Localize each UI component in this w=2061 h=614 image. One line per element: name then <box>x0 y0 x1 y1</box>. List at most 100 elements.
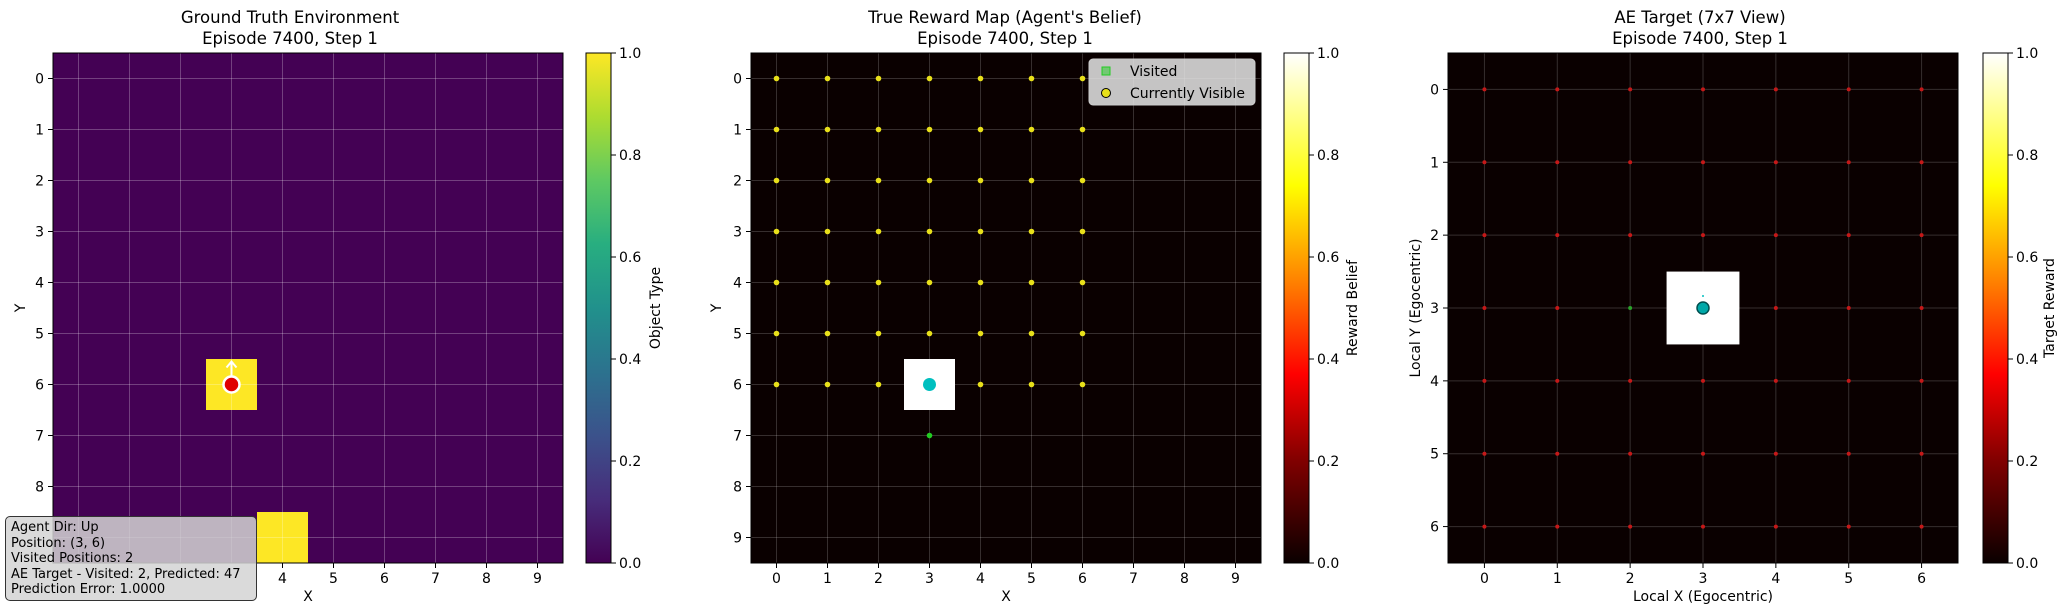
target-marker <box>1628 160 1633 165</box>
visible-marker <box>824 126 831 133</box>
y-tick-label: 8 <box>733 480 742 496</box>
target-marker <box>1555 160 1560 165</box>
panel-ae-target: AE Target (7x7 View) Episode 7400, Step … <box>1408 8 2058 605</box>
visible-marker <box>773 279 780 286</box>
target-marker <box>1555 378 1560 383</box>
x-tick-label: 4 <box>1771 571 1780 587</box>
target-marker <box>1773 160 1778 165</box>
target-marker <box>1555 87 1560 92</box>
visited-marker <box>1628 306 1633 310</box>
colorbar-tick-label: 0.8 <box>619 148 641 164</box>
x-tick-label: 7 <box>431 571 440 587</box>
target-marker <box>1628 451 1633 456</box>
target-marker <box>1482 87 1487 92</box>
visible-marker <box>926 75 933 82</box>
x-tick-label: 1 <box>1553 571 1562 587</box>
target-marker <box>1846 451 1851 456</box>
x-tick-label: 6 <box>1917 571 1926 587</box>
colorbar-tick-label: 0.0 <box>619 556 641 572</box>
visible-marker <box>926 330 933 337</box>
visible-marker <box>875 177 882 184</box>
y-tick-label: 3 <box>35 225 44 241</box>
target-marker <box>1701 451 1705 456</box>
x-tick-label: 2 <box>1626 571 1635 587</box>
visible-marker <box>977 177 984 184</box>
x-tick-label: 8 <box>482 571 491 587</box>
panel-2-colorbar-ticks: 0.0 0.2 0.4 0.6 0.8 1.0 <box>1309 46 1339 572</box>
colorbar-tick-label: 0.4 <box>619 352 641 368</box>
y-tick-label: 6 <box>733 378 742 394</box>
panel-3-title: AE Target (7x7 View) <box>1614 8 1785 27</box>
y-tick-label: 0 <box>733 72 742 88</box>
panel-3-ylabel: Local Y (Egocentric) <box>1408 239 1424 378</box>
colorbar-tick-label: 0.2 <box>1317 454 1339 470</box>
x-tick-label: 0 <box>1480 571 1489 587</box>
panel-2-y-ticks: 0 1 2 3 4 5 6 7 8 9 <box>733 72 751 547</box>
panel-3-subtitle: Episode 7400, Step 1 <box>1612 29 1788 48</box>
agent-marker <box>923 378 936 391</box>
y-tick-label: 6 <box>35 378 44 394</box>
visible-marker <box>875 75 882 82</box>
panel-1-frame <box>52 52 564 564</box>
target-marker <box>1846 378 1851 383</box>
visible-marker <box>977 330 984 337</box>
visible-marker <box>875 126 882 133</box>
target-marker <box>1482 160 1487 165</box>
y-tick-label: 9 <box>733 531 742 547</box>
target-marker <box>1628 233 1633 238</box>
x-tick-label: 9 <box>533 571 542 587</box>
panel-3-x-ticks: 0 1 2 3 4 5 6 <box>1480 563 1926 587</box>
target-marker <box>1919 306 1924 310</box>
visible-marker <box>1028 177 1035 184</box>
agent-marker <box>1696 301 1710 315</box>
y-tick-label: 5 <box>1430 447 1439 463</box>
target-marker <box>1773 451 1778 456</box>
visible-marker <box>977 126 984 133</box>
y-tick-label: 1 <box>733 123 742 139</box>
visible-marker <box>773 126 780 133</box>
y-tick-label: 4 <box>35 276 44 292</box>
panel-1-gridlines <box>53 53 563 563</box>
x-tick-label: 6 <box>380 571 389 587</box>
visible-marker <box>824 330 831 337</box>
target-marker <box>1701 160 1705 165</box>
visible-marker <box>1028 381 1035 388</box>
target-marker <box>1919 87 1924 92</box>
panel-2-background <box>751 53 1261 563</box>
x-tick-label: 4 <box>278 571 287 587</box>
panel-1-ylabel: Y <box>13 303 29 313</box>
target-marker <box>1555 451 1560 456</box>
visible-marker <box>824 177 831 184</box>
panel-1-x-ticks: 4 5 6 7 8 9 <box>278 563 542 587</box>
info-prediction-error: Prediction Error: 1.0000 <box>11 582 166 597</box>
x-tick-label: 4 <box>976 571 985 587</box>
target-marker <box>1773 87 1778 92</box>
info-agent-dir: Agent Dir: Up <box>11 520 99 535</box>
visible-marker <box>1079 177 1086 184</box>
visible-marker <box>875 279 882 286</box>
colorbar-tick-label: 0.0 <box>2016 556 2038 572</box>
panel-2-colorbar <box>1283 52 1310 564</box>
y-tick-label: 1 <box>35 123 44 139</box>
target-marker <box>1846 87 1851 92</box>
visible-marker <box>1028 330 1035 337</box>
visible-marker <box>926 279 933 286</box>
visible-marker <box>1028 75 1035 82</box>
info-position: Position: (3, 6) <box>11 535 106 551</box>
y-tick-label: 4 <box>733 276 742 292</box>
visible-marker <box>824 381 831 388</box>
panel-2-ylabel: Y <box>709 303 725 313</box>
legend-visited-label: Visited <box>1130 64 1177 80</box>
y-tick-label: 4 <box>1430 374 1439 390</box>
visible-marker <box>1079 228 1086 235</box>
visible-marker <box>875 228 882 235</box>
target-marker <box>1773 378 1778 383</box>
panel-3-markers <box>1482 87 1924 529</box>
target-marker <box>1482 378 1487 383</box>
visible-marker <box>977 75 984 82</box>
target-marker <box>1482 524 1487 529</box>
x-tick-label: 3 <box>925 571 934 587</box>
y-tick-label: 6 <box>1430 520 1439 536</box>
colorbar-tick-label: 0.4 <box>1317 352 1339 368</box>
y-tick-label: 5 <box>35 327 44 343</box>
